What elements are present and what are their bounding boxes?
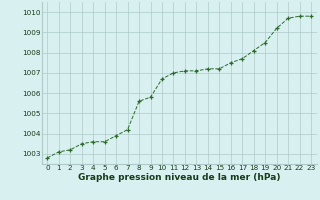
X-axis label: Graphe pression niveau de la mer (hPa): Graphe pression niveau de la mer (hPa) (78, 173, 280, 182)
